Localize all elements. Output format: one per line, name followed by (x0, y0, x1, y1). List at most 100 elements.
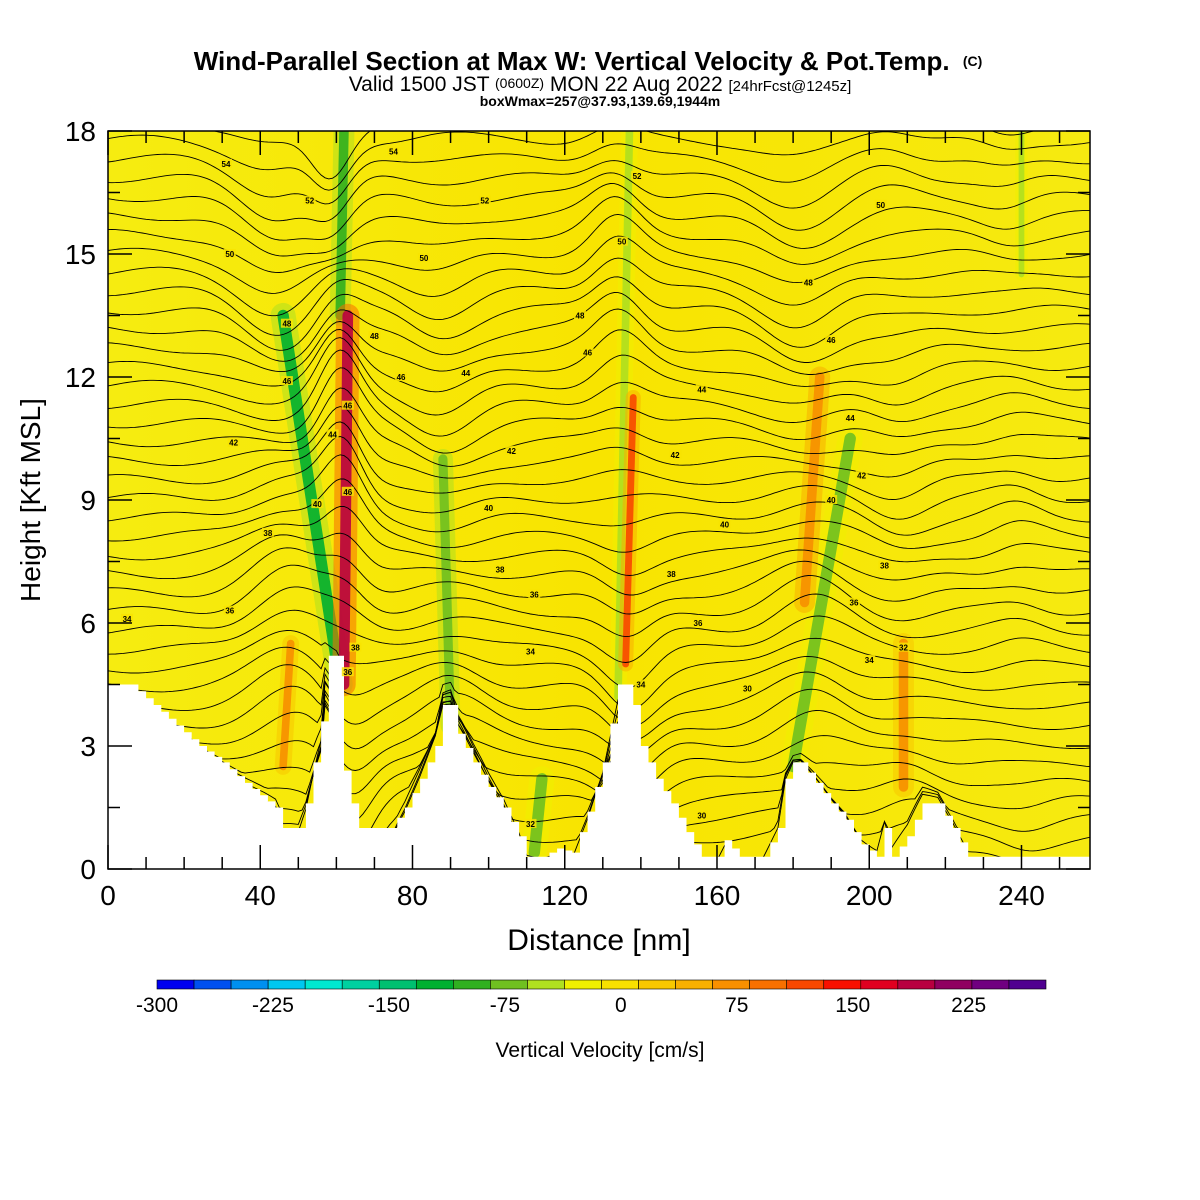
downdraft-band (780, 425, 863, 780)
theta-contour (108, 337, 1090, 416)
x-tick-label: 160 (694, 880, 741, 911)
theta-contour (108, 673, 1090, 756)
theta-contour (108, 213, 1090, 294)
svg-text:38: 38 (263, 529, 272, 538)
colorbar-swatch (638, 979, 676, 990)
svg-text:34: 34 (526, 648, 535, 657)
svg-text:50: 50 (876, 201, 885, 210)
copyright-mark: (C) (963, 53, 982, 69)
svg-text:46: 46 (827, 336, 836, 345)
y-axis-label: Height [Kft MSL] (15, 398, 46, 602)
svg-text:36: 36 (694, 619, 703, 628)
svg-text:50: 50 (419, 254, 428, 263)
colorbar-swatch (193, 979, 232, 990)
theta-contour (108, 586, 1090, 663)
colorbar-tick-label: -150 (368, 994, 410, 1017)
theta-contour (108, 454, 1090, 536)
svg-text:38: 38 (880, 562, 889, 571)
svg-text:34: 34 (123, 615, 132, 624)
svg-text:30: 30 (697, 812, 706, 821)
colorbar: -300 -225 -150 -75 0 75 150 225 (136, 979, 1047, 1017)
colorbar-tick-label: 150 (835, 994, 870, 1017)
theta-contour (108, 387, 1090, 467)
downdraft-band (329, 131, 355, 326)
svg-text:54: 54 (389, 148, 398, 157)
theta-contour (108, 276, 1090, 351)
contour-label: 36 (223, 605, 236, 616)
colorbar-swatch (527, 979, 565, 990)
contour-label: 30 (741, 683, 754, 694)
svg-text:40: 40 (827, 496, 836, 505)
colorbar-tick-label: 0 (615, 994, 627, 1017)
contour-label: 34 (524, 646, 537, 657)
contour-label: 44 (459, 367, 472, 378)
theta-contour (108, 235, 1090, 317)
colorbar-swatch (267, 979, 306, 990)
y-tick-label: 6 (80, 608, 96, 639)
colorbar-swatch (897, 979, 936, 990)
svg-text:52: 52 (305, 197, 314, 206)
contour-label: 38 (349, 642, 362, 653)
theta-contour (108, 701, 1090, 851)
contour-label: 46 (341, 486, 354, 497)
colorbar-swatch (823, 979, 862, 990)
theta-contour (108, 349, 1090, 437)
contour-label: 36 (691, 618, 704, 628)
contour-label: 54 (219, 158, 232, 169)
svg-text:52: 52 (633, 172, 642, 181)
svg-text:44: 44 (846, 414, 855, 423)
svg-text:38: 38 (351, 644, 360, 653)
contour-label: 44 (326, 429, 339, 439)
updraft-band (794, 366, 831, 613)
contour-label: 52 (478, 195, 491, 206)
svg-text:32: 32 (899, 644, 908, 653)
plot-area: 54 52 50 48 46 42 40 38 36 34 44 46 46 38 36 54 52 50 48 46… (108, 131, 1090, 869)
contour-label: 46 (825, 335, 838, 345)
theta-contour (108, 695, 1090, 869)
updraft-band (618, 389, 641, 672)
x-tick-label: 40 (245, 880, 276, 911)
theta-contour (108, 689, 1090, 795)
contour-label: 38 (665, 568, 678, 579)
contour-label: 48 (802, 277, 815, 288)
svg-text:30: 30 (743, 685, 752, 694)
svg-text:46: 46 (343, 402, 352, 411)
colorbar-swatch (1008, 979, 1047, 990)
colorbar-swatch (415, 979, 454, 990)
contour-label: 36 (848, 597, 861, 608)
colorbar-swatch (749, 979, 788, 990)
colorbar-swatch (601, 979, 639, 990)
theta-contour (108, 160, 1090, 222)
contour-label: 40 (482, 503, 495, 513)
colorbar-swatch (490, 979, 528, 990)
contour-label: 50 (417, 253, 430, 263)
svg-text:36: 36 (343, 668, 352, 677)
colorbar-swatch (786, 979, 825, 990)
colorbar-swatch (712, 979, 750, 990)
svg-text:42: 42 (229, 439, 238, 448)
theta-contour (108, 664, 1090, 741)
colorbar-tick-label: -225 (252, 994, 294, 1017)
contour-label: 34 (121, 613, 134, 624)
svg-text:48: 48 (370, 332, 379, 341)
contour-label: 44 (695, 384, 708, 394)
contour-label: 48 (368, 331, 381, 341)
contour-label: 38 (878, 560, 891, 571)
svg-text:32: 32 (526, 820, 535, 829)
theta-contour (108, 196, 1090, 273)
svg-text:38: 38 (667, 570, 676, 579)
theta-contour (108, 478, 1090, 553)
svg-text:48: 48 (282, 320, 291, 329)
svg-text:46: 46 (397, 373, 406, 382)
contour-label: 50 (874, 199, 887, 210)
theta-contour (108, 367, 1090, 454)
theta-contour (211, 131, 1036, 180)
contour-label: 34 (863, 654, 876, 665)
contour-label: 54 (387, 146, 400, 157)
svg-text:40: 40 (720, 521, 729, 530)
svg-text:42: 42 (671, 451, 680, 460)
theta-contour (108, 131, 1090, 191)
colorbar-tick-label: -75 (490, 994, 520, 1017)
updraft-band (274, 635, 300, 775)
